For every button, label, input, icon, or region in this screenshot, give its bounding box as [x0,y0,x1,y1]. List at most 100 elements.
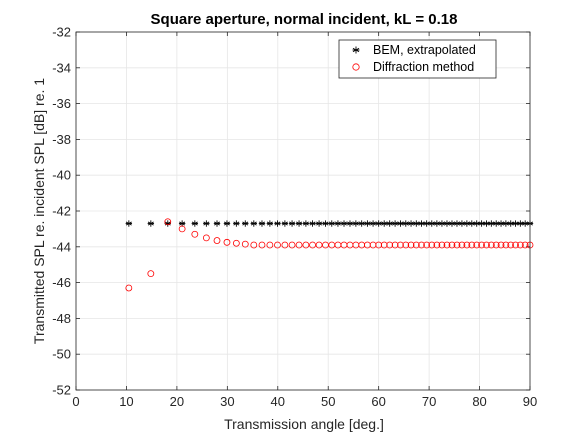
x-tick-label: 0 [72,394,79,409]
data-point-bem [418,220,425,227]
y-tick-label: -52 [52,383,71,398]
data-point-bem [375,220,382,227]
legend-label-diffraction: Diffraction method [373,60,474,74]
data-point-diffraction [516,241,524,249]
x-tick-label: 60 [371,394,385,409]
data-point-diffraction [458,241,466,249]
data-point-diffraction [487,241,495,249]
data-point-diffraction [423,241,431,249]
x-tick-label: 80 [472,394,486,409]
data-point-diffraction [463,241,471,249]
data-point-diffraction [386,241,394,249]
data-point-diffraction [191,230,199,238]
data-point-diffraction [391,241,399,249]
data-point-bem [478,220,485,227]
data-point-bem [413,220,420,227]
data-point-bem [483,220,490,227]
data-point-bem [125,220,133,227]
y-tick-label: -40 [52,168,71,183]
data-point-bem [346,220,354,227]
legend-box [338,39,497,79]
y-tick-label: -34 [52,60,71,75]
data-point-diffraction [125,284,133,292]
x-axis-label: Transmission angle [deg.] [224,416,384,432]
data-point-bem [250,220,258,227]
data-point-diffraction [274,241,281,249]
data-point-diffraction [258,241,266,249]
data-point-diffraction [147,270,155,278]
data-point-bem [386,220,393,227]
data-point-diffraction [250,241,258,249]
y-tick-label: -44 [52,239,71,254]
data-point-bem [242,220,249,227]
data-point-bem [397,220,404,227]
tick-labels: 0 10 20 30 40 50 60 70 80 90 -52 -50 -48 -46 -44 -42 -40… [52,25,537,410]
data-point-bem [258,220,266,227]
data-point-bem [328,220,335,227]
data-point-diffraction [223,238,231,246]
data-point-bem [369,220,377,227]
data-point-diffraction [412,241,420,249]
data-point-bem [364,220,371,227]
data-point-diffraction [213,237,221,244]
data-point-diffraction [428,241,436,249]
data-point-bem [274,220,281,227]
data-point-bem [428,220,435,227]
data-point-diffraction [473,241,481,249]
data-point-bem [203,220,210,227]
data-point-diffraction [309,241,316,249]
x-tick-label: 30 [220,394,234,409]
y-tick-label: -50 [52,347,71,362]
data-point-bem [458,220,466,227]
data-point-diffraction [448,241,456,249]
y-tick-label: -42 [52,204,71,219]
data-point-bem [302,220,310,227]
series-diffraction-method [125,218,534,292]
data-point-bem [334,220,342,227]
x-tick-label: 50 [321,394,335,409]
data-point-diffraction [478,241,486,249]
data-point-diffraction [202,234,210,242]
data-point-diffraction [453,241,461,249]
series-bem-extrapolated [125,220,534,227]
data-point-diffraction [302,241,310,249]
data-point-bem [391,220,399,227]
data-point-diffraction [418,241,425,249]
data-point-diffraction [375,241,383,249]
data-point-diffraction [497,241,505,249]
data-point-bem [358,220,365,227]
data-point-bem [315,220,323,227]
data-point-diffraction [502,241,510,249]
legend-marker-circle [352,63,360,71]
data-point-bem [266,220,274,227]
data-point-diffraction [266,241,274,249]
chart-title: Square aperture, normal incident, kL = 0… [151,11,458,28]
x-tick-label: 90 [523,394,537,409]
data-point-diffraction [492,241,500,249]
legend-label-bem: BEM, extrapolated [373,43,476,57]
data-point-diffraction [397,241,404,249]
legend: BEM, extrapolated Diffraction method [338,39,497,79]
x-tick-label: 10 [119,394,133,409]
y-axis-label: Transmitted SPL re. incident SPL [dB] re… [31,78,47,344]
legend-marker-diffraction [352,63,360,71]
data-point-diffraction [512,241,519,249]
data-point-diffraction [407,241,415,249]
data-point-diffraction [521,241,529,249]
data-point-bem [295,220,303,227]
data-point-bem [281,220,289,227]
data-point-diffraction [507,241,515,249]
data-point-diffraction [241,240,249,248]
data-point-bem [340,220,348,227]
y-tick-label: -32 [52,25,71,40]
data-point-diffraction [295,241,303,249]
data-point-diffraction [315,241,323,249]
data-point-bem [233,220,240,227]
data-point-bem [223,220,231,227]
data-point-bem [213,220,221,227]
data-point-diffraction [433,241,441,249]
data-point-diffraction [281,241,289,249]
data-point-diffraction [468,241,476,249]
data-point-diffraction [438,241,446,249]
